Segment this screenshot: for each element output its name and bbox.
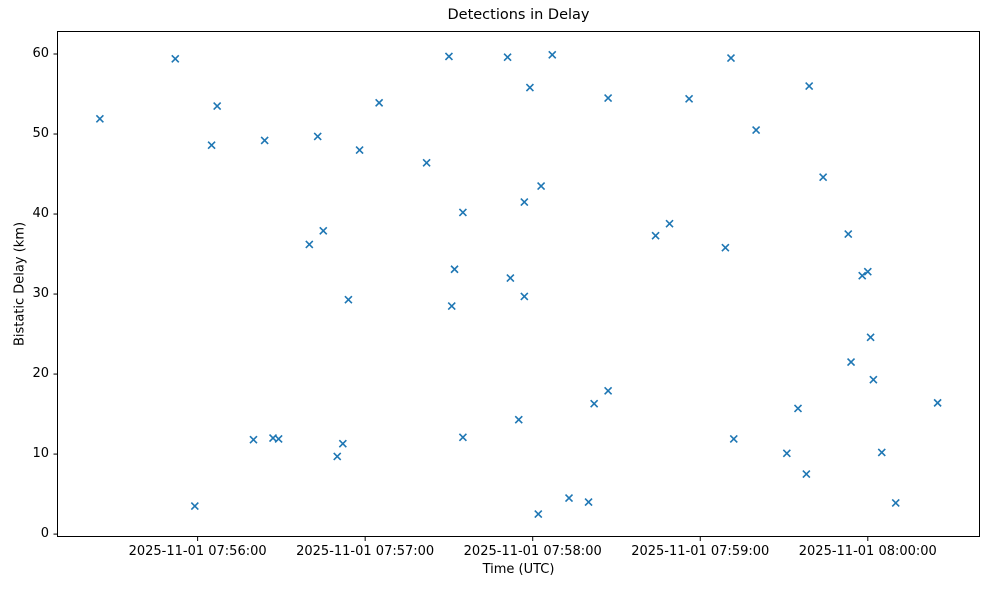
x-tick-label: 2025-11-01 07:59:00 <box>631 544 770 559</box>
y-tick-label: 30 <box>32 286 49 302</box>
y-axis-label: Bistatic Delay (km) <box>12 221 28 347</box>
y-tick-label: 60 <box>32 46 49 61</box>
y-tick-label: 40 <box>32 206 49 222</box>
chart-title: Detections in Delay <box>447 7 590 23</box>
x-tick-label: 2025-11-01 07:57:00 <box>296 544 435 559</box>
y-tick-label: 20 <box>32 366 49 382</box>
y-tick-label: 10 <box>32 446 49 462</box>
x-axis-label: Time (UTC) <box>482 562 555 577</box>
y-tick-label: 50 <box>32 126 49 142</box>
x-tick-label: 2025-11-01 07:56:00 <box>128 544 267 559</box>
x-tick-label: 2025-11-01 08:00:00 <box>798 544 937 559</box>
x-tick-label: 2025-11-01 07:58:00 <box>463 544 602 559</box>
plot-area <box>57 31 980 537</box>
y-tick-label: 0 <box>40 526 49 542</box>
